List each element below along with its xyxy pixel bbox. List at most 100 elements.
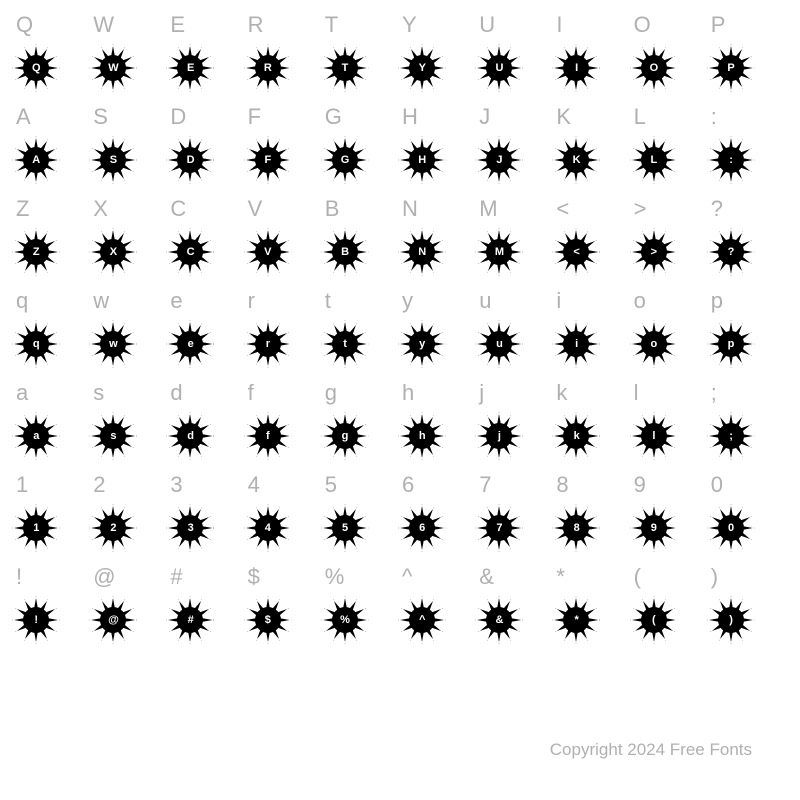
key-label: W xyxy=(91,10,114,40)
glyph-inner-char: % xyxy=(340,614,349,626)
charmap-cell: ^^ xyxy=(400,562,477,654)
charmap-cell: EE xyxy=(168,10,245,102)
glyph-wrap: 3 xyxy=(168,500,245,556)
glyph-wrap: 7 xyxy=(477,500,554,556)
glyph-wrap: K xyxy=(554,132,631,188)
glyph-inner-char: O xyxy=(650,62,658,74)
key-label: 9 xyxy=(632,470,646,500)
glyph-wrap: 1 xyxy=(14,500,91,556)
starburst-glyph: i xyxy=(554,322,598,366)
glyph-inner-char: I xyxy=(575,62,578,74)
starburst-glyph: X xyxy=(91,230,135,274)
glyph-wrap: P xyxy=(709,40,786,96)
glyph-wrap: : xyxy=(709,132,786,188)
glyph-wrap: O xyxy=(632,40,709,96)
glyph-inner-char: C xyxy=(187,246,194,258)
glyph-wrap: J xyxy=(477,132,554,188)
charmap-cell: rr xyxy=(246,286,323,378)
glyph-wrap: % xyxy=(323,592,400,648)
charmap-cell: %% xyxy=(323,562,400,654)
charmap-cell: ll xyxy=(632,378,709,470)
glyph-inner-char: J xyxy=(496,154,502,166)
starburst-glyph: : xyxy=(709,138,753,182)
glyph-inner-char: > xyxy=(651,246,657,258)
key-label: ( xyxy=(632,562,641,592)
key-label: $ xyxy=(246,562,260,592)
glyph-wrap: V xyxy=(246,224,323,280)
glyph-inner-char: P xyxy=(727,62,734,74)
glyph-wrap: Q xyxy=(14,40,91,96)
glyph-wrap: o xyxy=(632,316,709,372)
key-label: ^ xyxy=(400,562,412,592)
starburst-glyph: r xyxy=(246,322,290,366)
glyph-wrap: ! xyxy=(14,592,91,648)
charmap-cell: uu xyxy=(477,286,554,378)
key-label: Q xyxy=(14,10,33,40)
starburst-glyph: F xyxy=(246,138,290,182)
glyph-wrap: 9 xyxy=(632,500,709,556)
charmap-cell: XX xyxy=(91,194,168,286)
glyph-inner-char: 3 xyxy=(188,522,194,534)
glyph-wrap: G xyxy=(323,132,400,188)
key-label: o xyxy=(632,286,646,316)
starburst-glyph: V xyxy=(246,230,290,274)
charmap-cell: YY xyxy=(400,10,477,102)
glyph-inner-char: i xyxy=(575,338,578,350)
glyph-inner-char: # xyxy=(188,614,194,626)
key-label: 3 xyxy=(168,470,182,500)
glyph-inner-char: k xyxy=(574,430,580,442)
key-label: > xyxy=(632,194,647,224)
charmap-cell: 11 xyxy=(14,470,91,562)
key-label: R xyxy=(246,10,264,40)
key-label: S xyxy=(91,102,108,132)
glyph-wrap: ; xyxy=(709,408,786,464)
starburst-glyph: w xyxy=(91,322,135,366)
glyph-inner-char: o xyxy=(650,338,656,350)
charmap-cell: VV xyxy=(246,194,323,286)
glyph-inner-char: X xyxy=(110,246,117,258)
glyph-inner-char: A xyxy=(32,154,39,166)
starburst-glyph: K xyxy=(554,138,598,182)
glyph-inner-char: r xyxy=(266,338,270,350)
glyph-wrap: @ xyxy=(91,592,168,648)
charmap-cell: )) xyxy=(709,562,786,654)
starburst-glyph: Z xyxy=(14,230,58,274)
glyph-wrap: Y xyxy=(400,40,477,96)
glyph-wrap: W xyxy=(91,40,168,96)
glyph-inner-char: ? xyxy=(728,246,734,258)
glyph-inner-char: 1 xyxy=(33,522,39,534)
starburst-glyph: e xyxy=(168,322,212,366)
charmap-cell: WW xyxy=(91,10,168,102)
glyph-wrap: Z xyxy=(14,224,91,280)
charmap-cell: UU xyxy=(477,10,554,102)
glyph-wrap: ) xyxy=(709,592,786,648)
key-label: 8 xyxy=(554,470,568,500)
glyph-wrap: $ xyxy=(246,592,323,648)
charmap-cell: && xyxy=(477,562,554,654)
starburst-glyph: ! xyxy=(14,598,58,642)
glyph-wrap: R xyxy=(246,40,323,96)
glyph-wrap: B xyxy=(323,224,400,280)
charmap-cell: qq xyxy=(14,286,91,378)
glyph-wrap: D xyxy=(168,132,245,188)
charmap-cell: BB xyxy=(323,194,400,286)
glyph-inner-char: Z xyxy=(33,246,39,258)
starburst-glyph: O xyxy=(632,46,676,90)
glyph-wrap: k xyxy=(554,408,631,464)
glyph-inner-char: & xyxy=(495,614,502,626)
key-label: T xyxy=(323,10,338,40)
starburst-glyph: I xyxy=(554,46,598,90)
glyph-inner-char: K xyxy=(573,154,580,166)
key-label: V xyxy=(246,194,263,224)
starburst-glyph: L xyxy=(632,138,676,182)
glyph-inner-char: W xyxy=(108,62,118,74)
glyph-inner-char: t xyxy=(343,338,346,350)
key-label: C xyxy=(168,194,186,224)
glyph-wrap: X xyxy=(91,224,168,280)
glyph-wrap: L xyxy=(632,132,709,188)
glyph-wrap: 5 xyxy=(323,500,400,556)
glyph-wrap: & xyxy=(477,592,554,648)
glyph-inner-char: 0 xyxy=(728,522,734,534)
glyph-inner-char: g xyxy=(342,430,348,442)
character-map-grid: QQWWEERRTTYYUUIIOOPPAASSDDFFGGHHJJKKLL::… xyxy=(0,0,800,654)
